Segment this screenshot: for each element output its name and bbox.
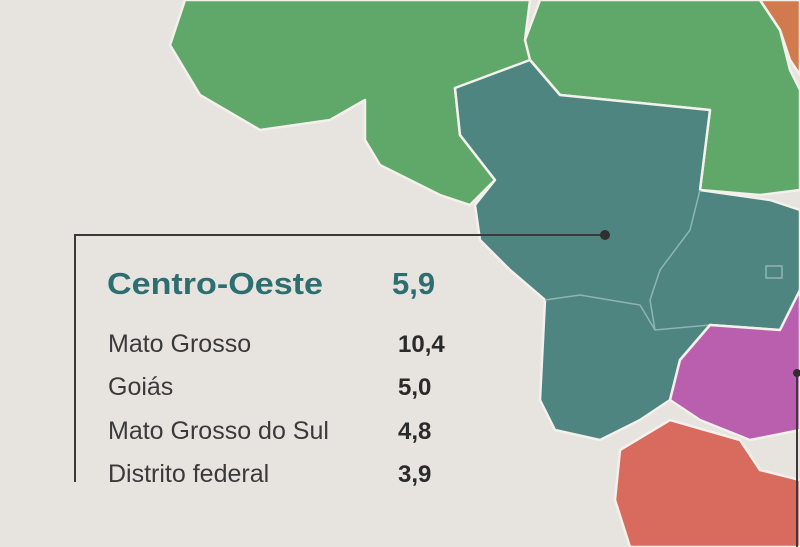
state-name: Distrito federal xyxy=(108,460,269,488)
state-name: Mato Grosso do Sul xyxy=(108,417,329,445)
state-value: 4,8 xyxy=(398,418,431,445)
state-value: 5,0 xyxy=(398,374,431,401)
page: {"region": {"name": "Centro-Oeste", "val… xyxy=(0,0,800,547)
leader-dot xyxy=(600,230,610,240)
state-value: 10,4 xyxy=(398,331,445,358)
region-name: Centro-Oeste xyxy=(107,266,323,301)
region-value: 5,9 xyxy=(392,266,435,301)
map: Centro-Oeste 5,9 Mato Grosso 10,4 Goiás 5,0… xyxy=(0,0,800,547)
state-name: Goiás xyxy=(108,373,173,401)
state-value: 3,9 xyxy=(398,461,431,488)
state-name: Mato Grosso xyxy=(108,330,251,358)
